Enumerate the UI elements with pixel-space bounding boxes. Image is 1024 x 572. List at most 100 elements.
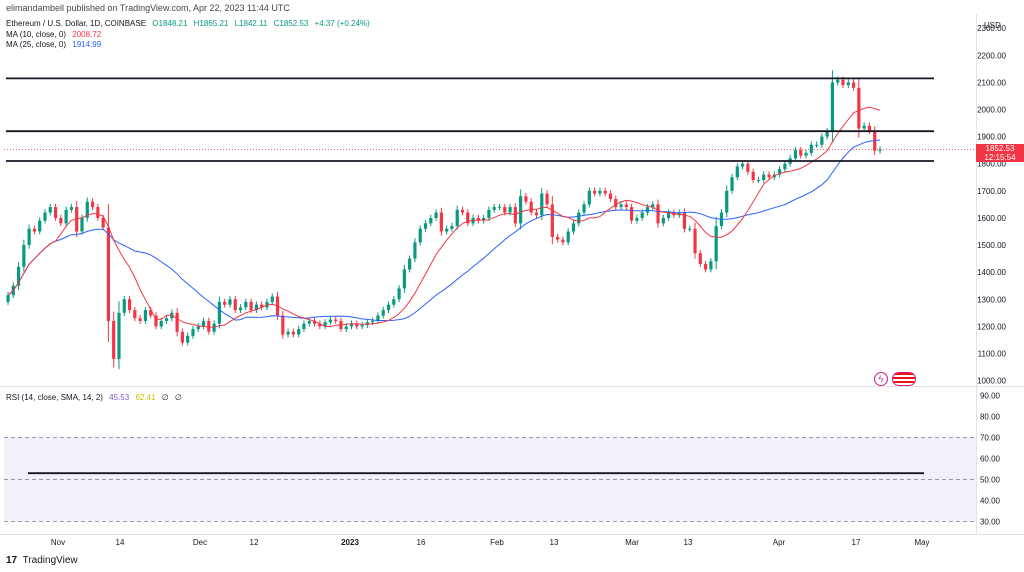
candle-body <box>64 209 68 224</box>
candle-body <box>814 144 819 146</box>
price-axis-tick-label: 1300.00 <box>977 295 1006 304</box>
candle-body <box>413 242 417 259</box>
candle-body <box>545 193 549 205</box>
candle-body <box>402 269 406 289</box>
candle-body <box>244 301 248 308</box>
ohlc-open: O1848.21 <box>152 19 188 28</box>
candle-body <box>122 299 126 313</box>
candle-body <box>857 87 861 129</box>
candle-body <box>445 228 449 232</box>
candle-body <box>688 228 692 230</box>
candle-body <box>133 310 137 319</box>
candle-body <box>207 320 211 332</box>
candle-body <box>43 212 47 221</box>
time-axis-tick-label: 12 <box>250 538 259 547</box>
candle-body <box>640 212 644 218</box>
ohlc-close: C1852.53 <box>273 19 309 28</box>
price-axis-tick-label: 1500.00 <box>977 241 1006 250</box>
rsi-axis-tick-label: 50.00 <box>980 476 1001 485</box>
time-axis-tick-label: Apr <box>773 538 786 547</box>
rsi-ma-value: 62.41 <box>135 393 156 402</box>
rsi-legend: RSI (14, close, SMA, 14, 2) 45.53 62.41 … <box>6 393 182 402</box>
price-axis-tick-label: 1900.00 <box>977 133 1006 142</box>
candle-body <box>693 228 697 254</box>
ma25-line <box>7 139 881 321</box>
candle-body <box>799 150 803 156</box>
candle-body <box>667 212 671 218</box>
time-axis-tick-label: May <box>914 538 929 547</box>
candle-body <box>867 125 872 132</box>
candle-body <box>312 320 317 324</box>
candle-body <box>439 212 443 232</box>
candle-body <box>656 204 660 224</box>
candle-body <box>281 315 285 335</box>
time-axis-tick-label: 13 <box>550 538 559 547</box>
candle-body <box>487 209 491 218</box>
candle-body <box>682 212 687 229</box>
candle-body <box>508 207 512 213</box>
price-axis-tick-label: 1200.00 <box>977 322 1006 331</box>
candle-body <box>307 320 311 324</box>
candle-body <box>455 209 459 227</box>
candle-body <box>392 299 396 305</box>
bar-countdown: 12:15:54 <box>984 153 1016 163</box>
candle-body <box>513 207 517 224</box>
candle-body <box>154 315 158 327</box>
candle-body <box>645 207 650 213</box>
rsi-axis-tick-label: 40.00 <box>980 497 1001 506</box>
candle-body <box>291 331 295 335</box>
candle-body <box>249 301 253 311</box>
candle-body <box>238 307 243 311</box>
time-axis-tick-label: 2023 <box>341 538 359 547</box>
tradingview-brand[interactable]: 17 TradingView <box>6 555 78 566</box>
candle-body <box>809 144 813 153</box>
candle-body <box>349 323 354 327</box>
candle-body <box>423 223 428 229</box>
candle-body <box>534 212 539 216</box>
candle-body <box>16 266 21 286</box>
candle-body <box>460 209 465 213</box>
candle-body <box>878 149 882 151</box>
price-axis-tick-label: 2000.00 <box>977 106 1006 115</box>
last-price-tag: 1852.53 12:15:54 <box>976 144 1024 163</box>
rsi-null-1: ∅ <box>161 393 169 402</box>
candle-body <box>593 190 597 194</box>
candle-body <box>497 207 502 209</box>
time-axis-tick-label: Mar <box>625 538 639 547</box>
candle-body <box>286 331 290 335</box>
candle-body <box>22 245 26 267</box>
flash-icon[interactable]: ϟ <box>874 372 888 386</box>
candle-body <box>846 82 850 86</box>
candle-body <box>143 310 148 321</box>
rsi-axis-tick-label: 70.00 <box>980 434 1001 443</box>
price-axis-tick-label: 1700.00 <box>977 187 1006 196</box>
candle-body <box>180 331 184 343</box>
candle-body <box>661 217 665 224</box>
candle-body <box>735 166 739 178</box>
candle-body <box>624 204 628 208</box>
candle-body <box>751 171 755 180</box>
ma25-label[interactable]: MA (25, close, 0) <box>6 40 67 49</box>
rsi-axis-tick-label: 80.00 <box>980 413 1001 422</box>
rsi-value: 45.53 <box>109 393 130 402</box>
price-axis-tick-label: 2300.00 <box>977 24 1006 33</box>
rsi-label[interactable]: RSI (14, close, SMA, 14, 2) <box>6 393 103 402</box>
candle-body <box>96 207 100 218</box>
us-flag-icon[interactable] <box>892 372 916 386</box>
ma10-label[interactable]: MA (10, close, 0) <box>6 29 67 39</box>
candle-body <box>27 228 31 246</box>
time-axis-tick-label: Nov <box>51 538 65 547</box>
price-change: +4.37 (+0.24%) <box>314 19 370 28</box>
candle-body <box>59 217 63 224</box>
symbol-title[interactable]: Ethereum / U.S. Dollar, 1D, COINBASE <box>6 19 147 28</box>
candle-body <box>217 301 221 324</box>
candle-body <box>32 228 37 232</box>
candle-body <box>386 304 391 311</box>
candle-body <box>106 227 111 321</box>
candle-body <box>344 326 348 330</box>
candle-body <box>630 207 634 221</box>
candle-body <box>149 310 153 316</box>
tradingview-logo-icon: 17 <box>6 555 18 566</box>
candle-body <box>159 320 163 327</box>
